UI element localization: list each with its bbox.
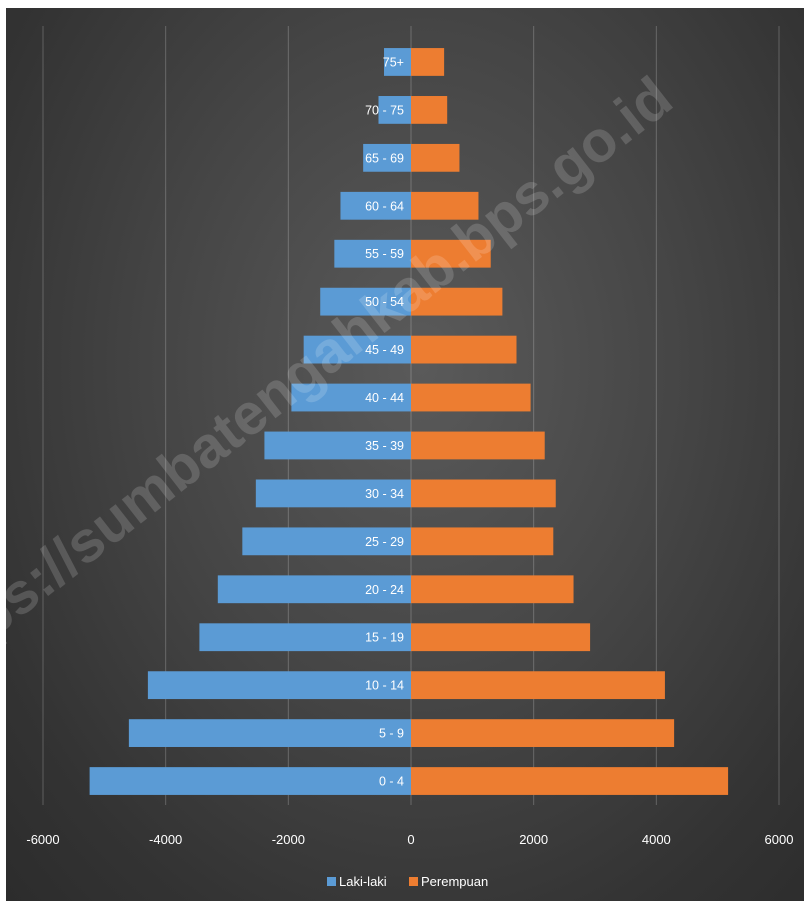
population-pyramid-chart: 0 - 4 5 - 9 10 - 14 15 - 19 20 - 24 25 - 29 30… — [6, 26, 793, 889]
bar-laki-laki — [334, 239, 411, 268]
legend-swatch-laki-laki — [327, 877, 336, 886]
bar-laki-laki — [199, 623, 411, 652]
bar-laki-laki — [217, 575, 411, 604]
legend-swatch-perempuan — [409, 877, 418, 886]
x-tick-label: 6000 — [765, 832, 794, 847]
bar-laki-laki — [291, 383, 411, 412]
age-group-label: 55 - 59 — [365, 247, 404, 261]
x-tick-label: 0 — [407, 832, 414, 847]
bar-perempuan — [411, 48, 445, 76]
bar-perempuan — [411, 767, 729, 795]
chart-frame: 0 - 4 5 - 9 10 - 14 15 - 19 20 - 24 25 - 29 30… — [6, 8, 804, 901]
bar-laki-laki — [264, 431, 411, 460]
bar-laki-laki — [242, 527, 411, 556]
bar-laki-laki — [147, 671, 411, 700]
laki-laki-bars — [89, 48, 411, 795]
age-group-label: 40 - 44 — [365, 391, 404, 405]
bar-laki-laki — [255, 479, 411, 508]
age-group-label: 10 - 14 — [365, 679, 404, 693]
x-tick-label: -2000 — [272, 832, 305, 847]
perempuan-bars — [411, 48, 729, 795]
age-group-label: 50 - 54 — [365, 295, 404, 309]
age-group-label: 65 - 69 — [365, 151, 404, 165]
bar-laki-laki — [384, 48, 411, 76]
bar-perempuan — [411, 623, 591, 652]
age-group-label: 0 - 4 — [379, 775, 404, 789]
legend-label-perempuan: Perempuan — [421, 874, 488, 889]
bar-laki-laki — [128, 719, 411, 747]
bar-perempuan — [411, 479, 556, 508]
bar-laki-laki — [363, 143, 411, 172]
bar-perempuan — [411, 719, 675, 747]
bar-perempuan — [411, 143, 460, 172]
bar-perempuan — [411, 335, 517, 364]
age-group-label: 60 - 64 — [365, 199, 404, 213]
age-group-label: 5 - 9 — [379, 727, 404, 741]
bar-laki-laki — [89, 767, 411, 795]
bar-perempuan — [411, 239, 491, 268]
bar-perempuan — [411, 575, 574, 604]
age-group-label: 75+ — [383, 55, 404, 69]
age-group-label: 25 - 29 — [365, 535, 404, 549]
bar-perempuan — [411, 96, 448, 124]
bar-perempuan — [411, 383, 531, 412]
bar-perempuan — [411, 287, 503, 316]
bar-perempuan — [411, 191, 479, 220]
age-group-label: 35 - 39 — [365, 439, 404, 453]
age-group-label: 30 - 34 — [365, 487, 404, 501]
age-group-label: 20 - 24 — [365, 583, 404, 597]
x-tick-label: -4000 — [149, 832, 182, 847]
x-tick-label: 2000 — [519, 832, 548, 847]
age-group-labels: 0 - 4 5 - 9 10 - 14 15 - 19 20 - 24 25 - 29 30… — [365, 55, 404, 788]
bar-laki-laki — [303, 335, 411, 364]
x-tick-label: 4000 — [642, 832, 671, 847]
x-tick-label: -6000 — [26, 832, 59, 847]
bar-perempuan — [411, 431, 545, 460]
bar-laki-laki — [320, 287, 411, 316]
bar-perempuan — [411, 527, 554, 556]
age-group-label: 45 - 49 — [365, 343, 404, 357]
age-group-label: 15 - 19 — [365, 631, 404, 645]
legend: Laki-laki Perempuan — [327, 874, 488, 889]
x-axis-tick-labels: -6000 -4000 -2000 0 2000 4000 6000 — [26, 832, 793, 847]
age-group-label: 70 - 75 — [365, 103, 404, 117]
bar-laki-laki — [340, 191, 411, 220]
bar-perempuan — [411, 671, 665, 700]
legend-label-laki-laki: Laki-laki — [339, 874, 387, 889]
bar-laki-laki — [378, 96, 411, 124]
